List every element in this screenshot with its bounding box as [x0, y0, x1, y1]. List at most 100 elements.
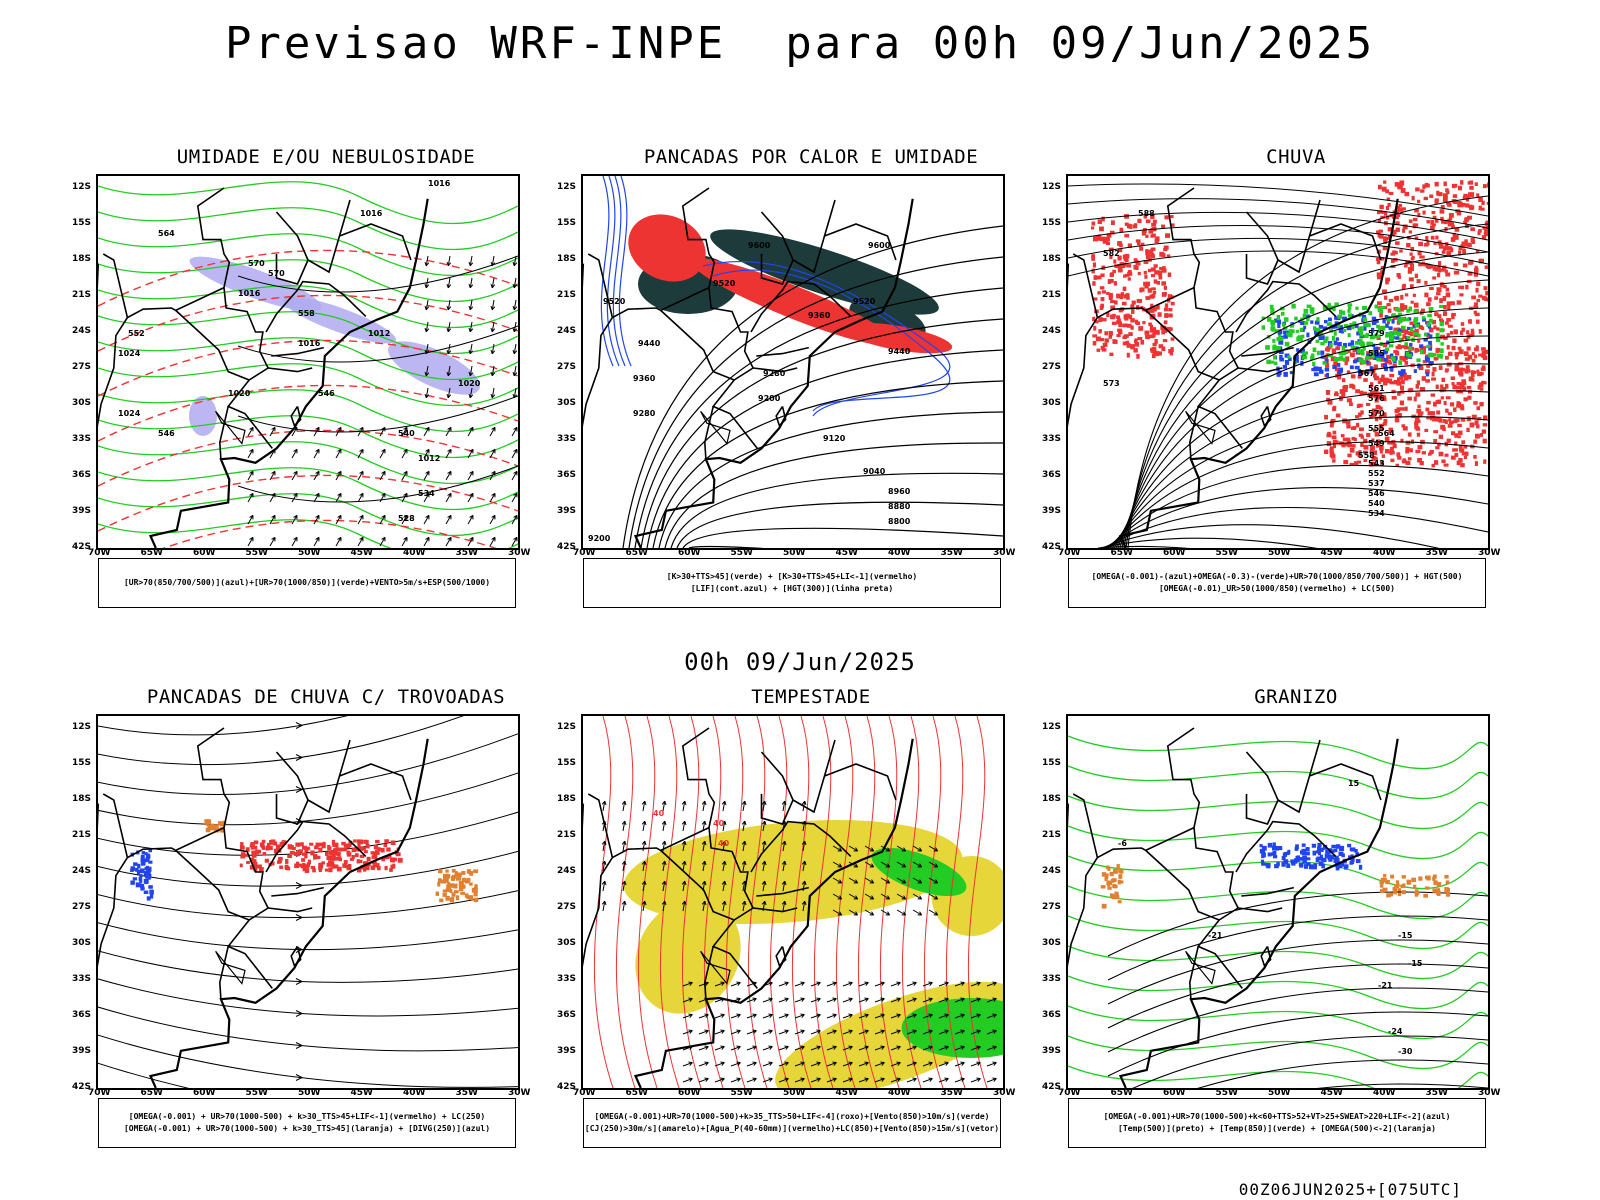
longitude-tick-label: 50W: [1268, 548, 1291, 558]
latitude-tick-label: 21S: [1042, 290, 1062, 300]
temp-850-contours: [1068, 735, 1488, 1088]
run-timestamp: 00Z06JUN2025+[075UTC]: [1238, 1180, 1462, 1199]
contour-label: 1016: [360, 209, 383, 218]
latitude-tick-label: 21S: [557, 830, 577, 840]
legend-text: [UR>70(850/700/500)](azul)+[UR>70(1000/8…: [123, 578, 491, 587]
latitude-tick-label: 39S: [557, 506, 577, 516]
longitude-tick-label: 70W: [1058, 548, 1081, 558]
contour-label: 552: [1368, 469, 1385, 478]
longitude-tick-label: 30W: [1478, 548, 1501, 558]
latitude-tick-label: 12S: [72, 182, 92, 192]
latitude-tick-label: 24S: [72, 866, 92, 876]
longitude-tick-label: 50W: [298, 548, 321, 558]
contour-label: 9440: [638, 339, 661, 348]
map-canvas: 40 40 40: [583, 716, 1003, 1088]
panel-title: PANCADAS DE CHUVA C/ TROVOADAS: [146, 686, 506, 708]
latitude-tick-label: 30S: [557, 398, 577, 408]
latitude-tick-label: 39S: [72, 1046, 92, 1056]
longitude-tick-label: 60W: [678, 1088, 701, 1098]
latitude-tick-label: 33S: [72, 434, 92, 444]
latitude-tick-label: 15S: [557, 218, 577, 228]
hail-orange-west: [1100, 864, 1124, 909]
panel-title: UMIDADE E/OU NEBULOSIDADE: [176, 146, 476, 168]
wind-vectors: [247, 426, 518, 547]
contour-label: 540: [398, 429, 415, 438]
sea-level-pressure-contours: [237, 255, 518, 503]
contour-label: 1012: [418, 454, 440, 463]
contour-label: 15: [1348, 779, 1360, 788]
map-plot: 588 582 576 570 564 558 552 546 540 534 573 579 585 5…: [1066, 174, 1490, 550]
latitude-tick-label: 33S: [1042, 974, 1062, 984]
contour-label: -30: [1398, 1047, 1413, 1056]
longitude-tick-label: 45W: [350, 548, 373, 558]
contour-label: 9600: [868, 241, 891, 250]
latitude-tick-label: 42S: [72, 1082, 92, 1092]
longitude-tick-label: 45W: [1320, 1088, 1343, 1098]
contour-label: 561: [1368, 384, 1385, 393]
latitude-tick-label: 39S: [1042, 506, 1062, 516]
storm-orange-region: [435, 869, 479, 903]
longitude-tick-label: 65W: [625, 548, 648, 558]
contour-label: 540: [1368, 499, 1385, 508]
legend-text: [Temp(500)](preto) + [Temp(850)](verde) …: [1118, 1124, 1436, 1133]
longitude-tick-label: 40W: [403, 1088, 426, 1098]
contour-label: -24: [1388, 1027, 1403, 1036]
contour-label: -21: [1208, 931, 1223, 940]
panel-umidade: UMIDADE E/OU NEBULOSIDADE 1016 1016 1016 102…: [72, 146, 556, 626]
contour-label: 528: [398, 514, 415, 523]
legend-text: [OMEGA(-0.001) + UR>70(1000-500) + k>30_…: [128, 1112, 486, 1121]
contour-label: 9440: [888, 347, 911, 356]
latitude-tick-label: 36S: [72, 470, 92, 480]
latitude-tick-label: 12S: [557, 722, 577, 732]
latitude-tick-label: 21S: [1042, 830, 1062, 840]
rh-upper-shading: [189, 256, 480, 436]
map-plot: 1016 1016 1016 1020 1012 1016 1020 1024 1024 1012…: [96, 174, 520, 550]
legend-text: [OMEGA(-0.001) + UR>70(1000-500) + k>30_…: [123, 1124, 491, 1133]
contour-label: 9520: [853, 297, 876, 306]
map-plot: 40 40 40: [581, 714, 1005, 1090]
contour-label: 552: [128, 329, 145, 338]
map-canvas: 1016101610161020101210161020102410241012…: [98, 179, 518, 548]
longitude-tick-label: 50W: [1268, 1088, 1291, 1098]
temp-500-contours: [1107, 891, 1488, 1088]
contour-label: 9360: [808, 311, 831, 320]
latitude-tick-label: 36S: [1042, 1010, 1062, 1020]
contour-label: 549: [1368, 439, 1385, 448]
longitude-tick-label: 65W: [140, 1088, 163, 1098]
latitude-tick-label: 42S: [1042, 542, 1062, 552]
latitude-tick-label: 27S: [72, 362, 92, 372]
latitude-tick-label: 27S: [72, 902, 92, 912]
legend-box: [K>30+TTS>45](verde) + [K>30+TTS>45+LI<-…: [583, 558, 1001, 608]
wind-vectors-north: [424, 255, 518, 399]
longitude-tick-label: 65W: [140, 548, 163, 558]
longitude-tick-label: 45W: [1320, 548, 1343, 558]
contour-label: 1024: [118, 409, 141, 418]
contour-label: 9360: [633, 374, 656, 383]
latitude-tick-label: 39S: [557, 1046, 577, 1056]
longitude-tick-label: 70W: [573, 1088, 596, 1098]
latitude-tick-label: 33S: [557, 434, 577, 444]
longitude-tick-label: 30W: [508, 548, 531, 558]
contour-label: 9120: [823, 434, 846, 443]
longitude-tick-label: 70W: [573, 548, 596, 558]
thickness-contours: [98, 249, 518, 548]
geographic-outlines: [1068, 187, 1399, 548]
longitude-tick-label: 40W: [1373, 548, 1396, 558]
rain-red-region: [1376, 180, 1488, 344]
contour-label: 582: [1103, 249, 1120, 258]
longitude-tick-label: 30W: [1478, 1088, 1501, 1098]
latitude-tick-label: 21S: [557, 290, 577, 300]
longitude-tick-label: 60W: [193, 548, 216, 558]
legend-text: [LIF](cont.azul) + [HGT(300)](linha pret…: [690, 584, 894, 593]
longitude-tick-label: 60W: [1163, 548, 1186, 558]
longitude-tick-label: 40W: [888, 1088, 911, 1098]
contour-label: 558: [298, 309, 315, 318]
contour-label: 558: [1358, 451, 1375, 460]
low-level-streamlines: [593, 716, 988, 1088]
latitude-tick-label: 42S: [72, 542, 92, 552]
longitude-tick-label: 35W: [455, 548, 478, 558]
contour-label: 8800: [888, 517, 911, 526]
geographic-outlines: [583, 727, 914, 1088]
contour-label: 1024: [118, 349, 141, 358]
latitude-tick-label: 15S: [1042, 758, 1062, 768]
